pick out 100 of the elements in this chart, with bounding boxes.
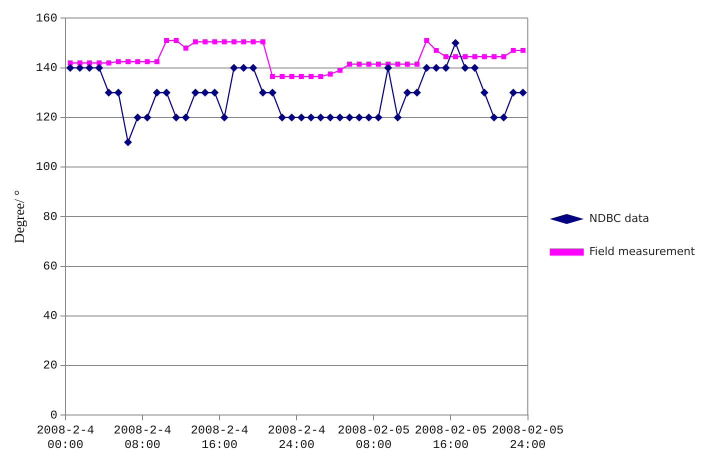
point xyxy=(509,88,518,97)
point xyxy=(472,54,478,60)
point xyxy=(453,54,458,60)
point xyxy=(501,54,506,60)
y-tick-label: 60 xyxy=(42,259,58,274)
point xyxy=(316,113,325,122)
point xyxy=(510,48,516,53)
point xyxy=(85,64,94,72)
point xyxy=(76,64,84,72)
point xyxy=(268,88,276,97)
x-tick-label: 2008-2-4 00:00 xyxy=(36,424,94,452)
point xyxy=(95,64,104,72)
point xyxy=(212,39,218,44)
x-tick-label: 2008-2-4 08:00 xyxy=(114,424,172,452)
point xyxy=(116,59,121,64)
point xyxy=(395,62,400,67)
point xyxy=(126,59,130,64)
point xyxy=(278,113,286,122)
point xyxy=(220,113,228,122)
point xyxy=(201,88,210,97)
point xyxy=(106,60,112,66)
point xyxy=(66,64,74,72)
point xyxy=(307,113,316,122)
point xyxy=(230,64,238,72)
point xyxy=(355,113,364,122)
point xyxy=(356,62,362,67)
point xyxy=(231,39,236,44)
point xyxy=(336,113,344,122)
point xyxy=(270,74,275,79)
point xyxy=(280,74,285,79)
point xyxy=(518,88,527,97)
legend-label: Field measurement xyxy=(589,244,696,258)
y-axis-title: Degree/ ° xyxy=(13,190,28,244)
y-tick-label: 20 xyxy=(42,358,58,373)
point xyxy=(183,46,188,50)
point xyxy=(442,64,450,72)
point xyxy=(308,74,314,79)
point xyxy=(289,74,294,79)
point xyxy=(424,38,430,44)
point xyxy=(192,39,198,44)
point xyxy=(104,88,113,97)
point xyxy=(241,39,246,44)
point xyxy=(403,88,412,97)
point xyxy=(152,88,161,97)
point xyxy=(404,62,410,67)
y-tick-label: 160 xyxy=(36,11,58,26)
y-tick-label: 140 xyxy=(36,60,58,75)
point xyxy=(143,113,152,122)
y-tick-label: 120 xyxy=(36,110,58,125)
y-tick-label: 100 xyxy=(36,160,58,174)
point xyxy=(222,39,227,44)
point xyxy=(182,113,190,122)
point xyxy=(422,64,431,72)
y-tick-label: 0 xyxy=(50,408,58,422)
point xyxy=(462,54,468,60)
y-tick-label: 40 xyxy=(42,309,58,324)
point xyxy=(135,59,140,64)
point xyxy=(347,62,352,67)
point xyxy=(384,64,392,72)
point xyxy=(260,39,266,44)
x-tick-label: 2008-02-05 08:00 xyxy=(338,424,410,452)
point xyxy=(461,64,470,72)
point xyxy=(164,38,170,44)
point xyxy=(172,113,180,122)
point xyxy=(144,59,150,64)
point xyxy=(326,113,334,122)
x-tick-label: 2008-2-4 16:00 xyxy=(190,424,248,452)
point xyxy=(443,54,448,60)
point xyxy=(412,88,421,97)
point xyxy=(202,39,208,44)
legend-label: NDBC data xyxy=(589,212,650,225)
point xyxy=(452,39,460,48)
point xyxy=(414,62,420,67)
point xyxy=(500,113,508,122)
point xyxy=(240,64,248,72)
point xyxy=(210,88,219,97)
point xyxy=(432,64,440,72)
point xyxy=(394,113,402,122)
point xyxy=(298,74,304,79)
point xyxy=(288,113,296,122)
point xyxy=(124,138,132,146)
y-tick-label: 80 xyxy=(42,210,58,224)
point xyxy=(482,54,487,60)
point xyxy=(249,64,258,72)
point xyxy=(376,62,381,67)
point xyxy=(68,60,73,66)
point xyxy=(520,48,526,53)
point xyxy=(297,113,306,122)
point xyxy=(134,113,142,122)
point xyxy=(434,48,439,53)
x-tick-label: 2008-02-05 24:00 xyxy=(492,424,564,452)
point xyxy=(374,113,382,122)
point xyxy=(346,113,354,122)
x-tick-label: 2008-02-05 16:00 xyxy=(414,424,487,452)
point xyxy=(366,62,372,67)
point xyxy=(174,38,179,44)
point xyxy=(492,54,497,60)
point xyxy=(470,64,479,72)
point xyxy=(480,88,488,97)
point xyxy=(154,59,160,64)
